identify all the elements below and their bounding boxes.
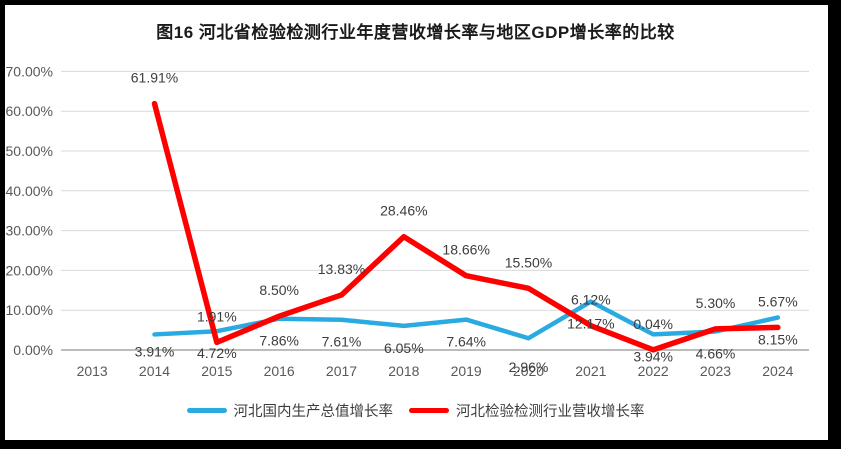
legend-item-gdp-growth: 河北国内生产总值增长率 [186,400,394,421]
data-label: 2.96% [509,359,549,375]
frame-border-top [0,0,841,5]
y-tick-label: 0.00% [13,342,53,358]
data-label: 18.66% [442,242,489,258]
data-label: 5.30% [696,295,736,311]
y-tick-label: 20.00% [6,262,53,278]
x-tick-label: 2024 [762,363,793,379]
legend: 河北国内生产总值增长率 河北检验检测行业营收增长率 [0,400,831,421]
data-label: 6.12% [571,292,611,308]
x-tick-label: 2022 [638,363,669,379]
data-label: 28.46% [380,203,427,219]
y-tick-label: 50.00% [6,143,53,159]
data-label: 4.66% [696,345,736,361]
data-label: 4.72% [197,345,237,361]
data-label: 1.91% [197,308,237,324]
x-tick-label: 2016 [264,363,295,379]
y-tick-label: 30.00% [6,223,53,239]
y-tick-label: 10.00% [6,302,53,318]
data-label: 12.17% [567,316,614,332]
data-label: 7.86% [259,333,299,349]
x-tick-label: 2023 [700,363,731,379]
data-label: 6.05% [384,340,424,356]
legend-swatch-revenue-growth [409,408,449,413]
x-tick-label: 2014 [139,363,170,379]
data-label: 3.91% [135,343,175,359]
x-tick-label: 2018 [388,363,419,379]
series-line-1 [151,100,781,353]
frame-border-right [828,0,841,449]
y-tick-label: 40.00% [6,183,53,199]
y-tick-label: 60.00% [6,103,53,119]
legend-label-gdp-growth: 河北国内生产总值增长率 [233,404,394,420]
x-tick-label: 2019 [451,363,482,379]
data-label: 5.67% [758,293,798,309]
legend-swatch-gdp-growth [186,408,227,413]
data-label: 3.94% [633,348,673,364]
x-tick-label: 2017 [326,363,357,379]
frame-border-left [0,0,5,449]
data-label: 15.50% [505,254,552,270]
x-tick-label: 2020 [513,363,544,379]
data-label: 13.83% [318,261,365,277]
data-label: 8.15% [758,332,798,348]
data-label: 61.91% [131,70,178,86]
frame-border-bottom [0,440,841,449]
data-label: 0.04% [633,316,673,332]
legend-label-revenue-growth: 河北检验检测行业营收增长率 [456,404,645,420]
y-tick-label: 70.00% [6,63,53,79]
data-label: 8.50% [259,282,299,298]
chart-title: 图16 河北省检验检测行业年度营收增长率与地区GDP增长率的比较 [156,23,675,42]
x-tick-label: 2021 [575,363,606,379]
data-label: 7.61% [322,334,362,350]
x-tick-label: 2013 [77,363,108,379]
legend-item-revenue-growth: 河北检验检测行业营收增长率 [409,400,645,421]
x-tick-label: 2015 [201,363,232,379]
data-label: 7.64% [446,334,486,350]
